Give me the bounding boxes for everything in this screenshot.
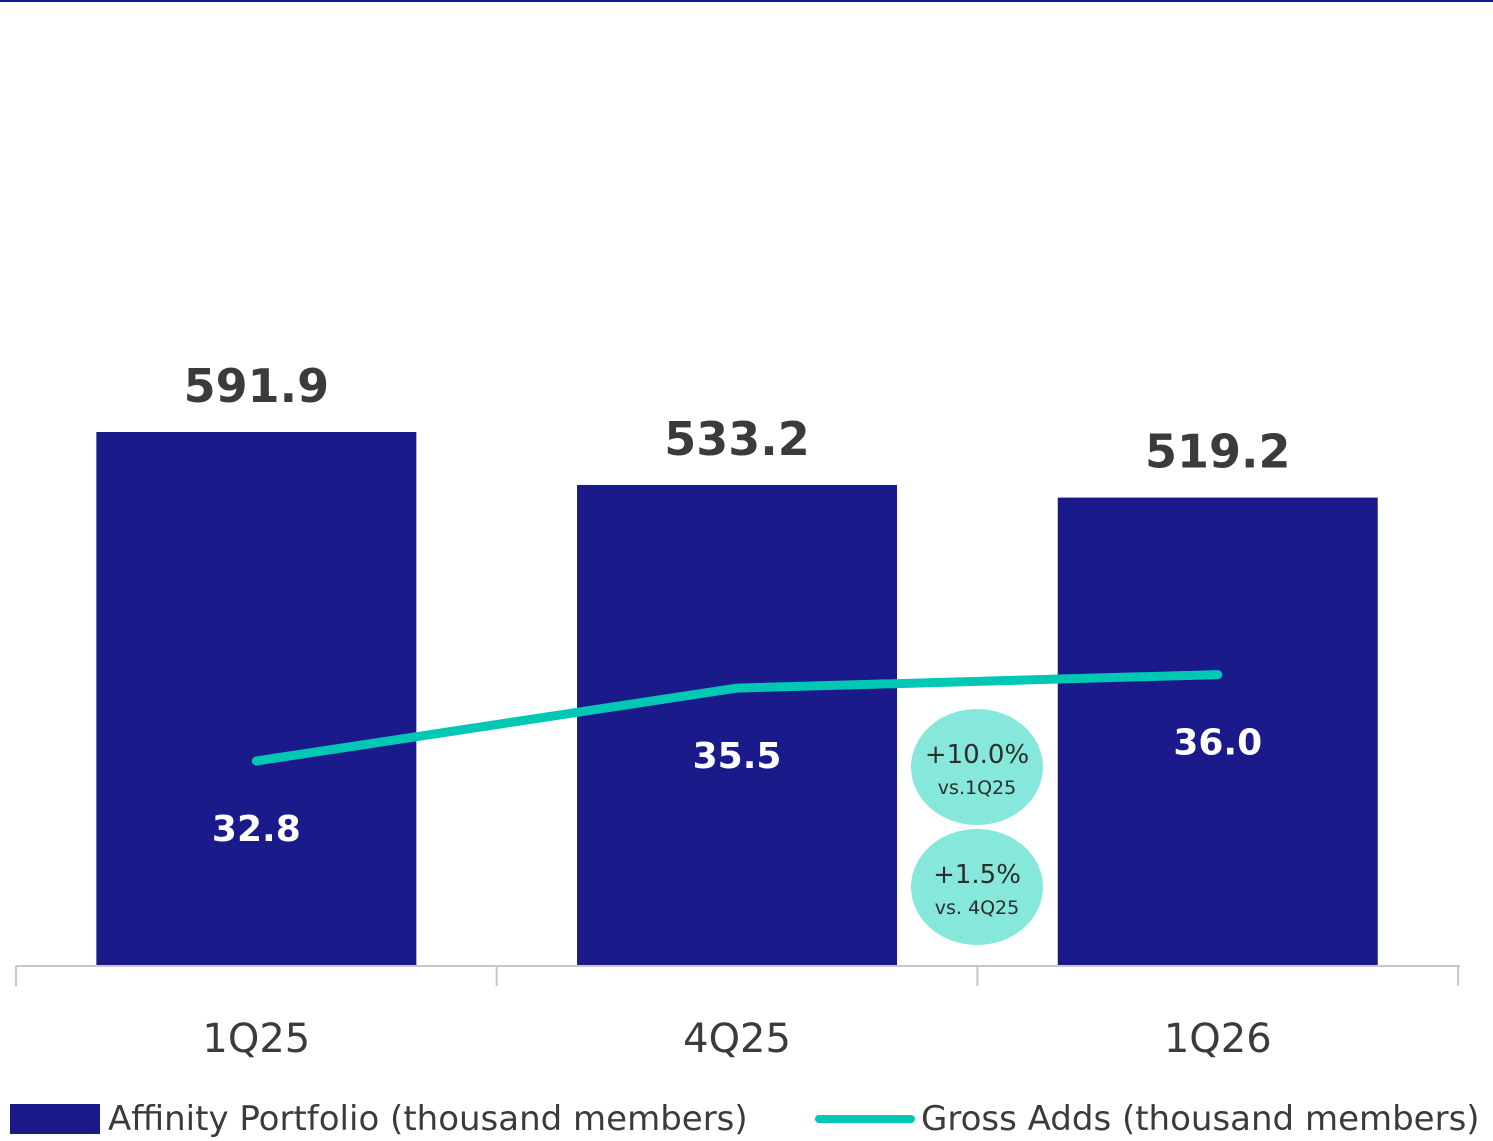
growth-bubble-value: +1.5%	[933, 860, 1021, 890]
legend: Affinity Portfolio (thousand members) Gr…	[10, 1098, 1490, 1140]
growth-bubble-shape	[911, 829, 1043, 945]
line-point-1Q25	[255, 760, 258, 762]
x-axis	[15, 965, 1460, 986]
bar-value-label-1Q26: 519.2	[1145, 425, 1291, 479]
growth-bubble-value: +10.0%	[925, 740, 1029, 770]
bar-value-labels: 591.9 533.2 519.2	[184, 359, 1291, 479]
bar-value-label-4Q25: 533.2	[664, 412, 810, 466]
line-value-labels: 32.8 35.5 36.0	[212, 723, 1262, 850]
bar-series	[96, 432, 1378, 966]
bar-4Q25	[577, 484, 898, 966]
line-point-4Q25	[736, 687, 739, 690]
legend-item-affinity-portfolio: Affinity Portfolio (thousand members)	[10, 1098, 748, 1140]
legend-line-swatch	[815, 1115, 915, 1123]
line-value-label-1Q26: 36.0	[1173, 723, 1262, 764]
growth-bubble-comparison: vs.1Q25	[938, 777, 1016, 799]
growth-bubble-2: +1.5% vs. 4Q25	[911, 829, 1043, 945]
legend-label-gross-adds: Gross Adds (thousand members)	[921, 1099, 1480, 1139]
line-value-label-4Q25: 35.5	[693, 736, 782, 777]
chart-area: 591.9 533.2 519.2 1Q25 4Q25 1Q26 32.8 35.5 36.…	[15, 359, 1460, 1062]
top-rule	[0, 0, 1493, 2]
category-label-1Q25: 1Q25	[202, 1016, 310, 1062]
growth-bubble-shape	[911, 709, 1043, 825]
line-series	[251, 670, 1223, 766]
bar-1Q26	[1057, 497, 1378, 966]
growth-bubble-comparison: vs. 4Q25	[935, 897, 1019, 919]
legend-item-gross-adds: Gross Adds (thousand members)	[815, 1098, 1480, 1140]
category-label-4Q25: 4Q25	[683, 1016, 791, 1062]
legend-label-affinity-portfolio: Affinity Portfolio (thousand members)	[108, 1099, 748, 1139]
bar-value-label-1Q25: 591.9	[184, 359, 330, 413]
legend-bar-swatch	[10, 1104, 100, 1134]
line-point-1Q26	[1216, 673, 1219, 676]
growth-annotations: +10.0% vs.1Q25 +1.5% vs. 4Q25	[911, 709, 1043, 945]
bar-1Q25	[96, 432, 417, 966]
category-labels: 1Q25 4Q25 1Q26	[202, 1016, 1271, 1062]
growth-bubble-1: +10.0% vs.1Q25	[911, 709, 1043, 825]
category-label-1Q26: 1Q26	[1164, 1016, 1272, 1062]
line-value-label-1Q25: 32.8	[212, 809, 301, 850]
